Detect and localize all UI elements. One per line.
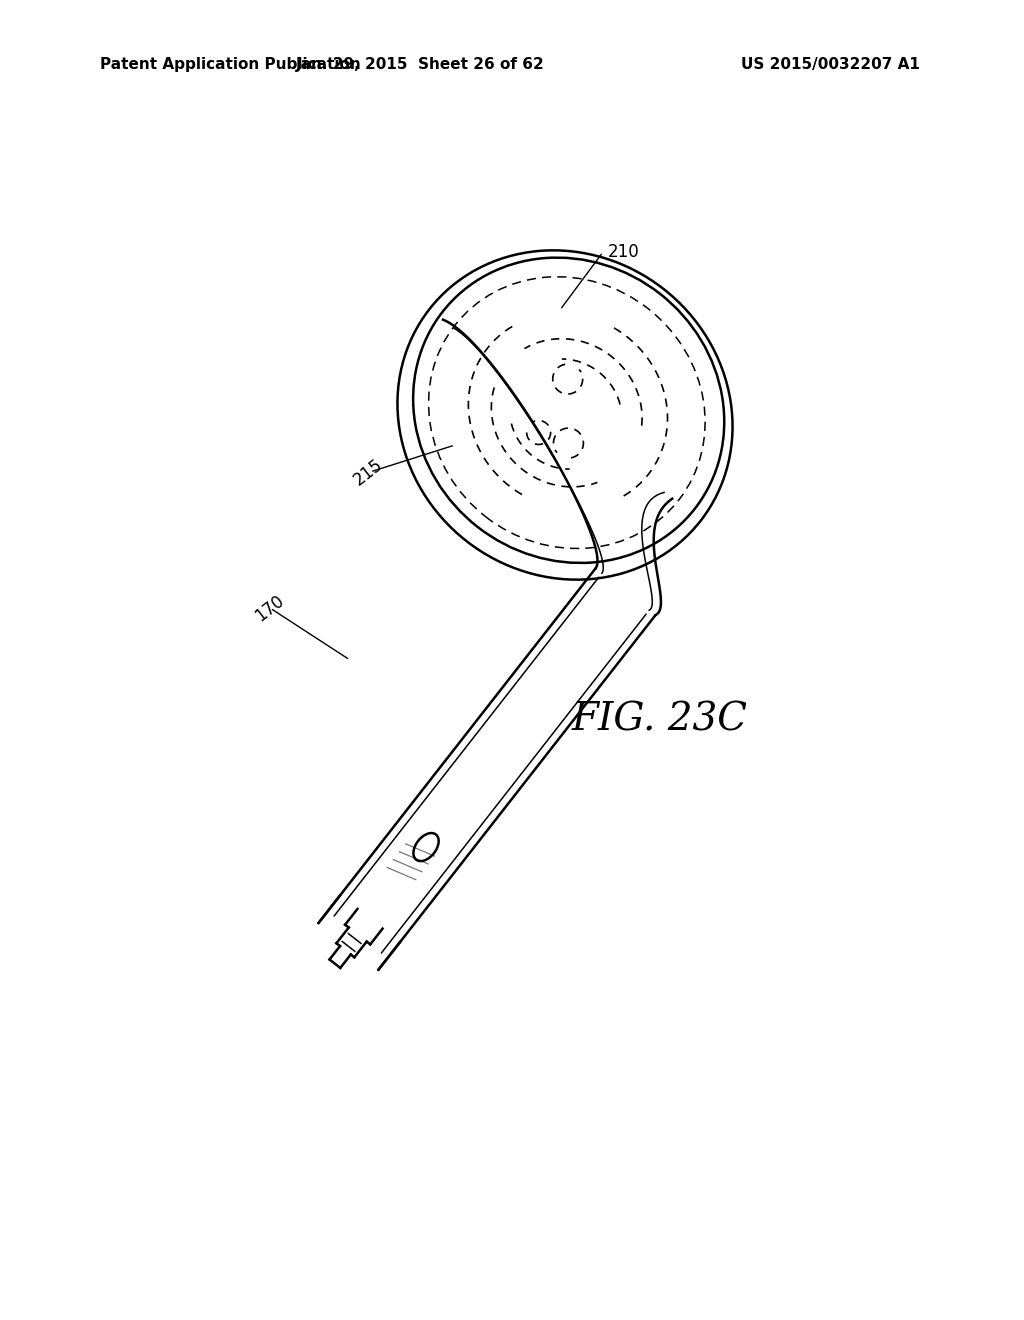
Text: US 2015/0032207 A1: US 2015/0032207 A1 xyxy=(741,58,920,73)
Text: 210: 210 xyxy=(608,243,640,261)
Text: FIG. 23C: FIG. 23C xyxy=(572,701,748,738)
Text: Jan. 29, 2015  Sheet 26 of 62: Jan. 29, 2015 Sheet 26 of 62 xyxy=(296,58,545,73)
Text: 170: 170 xyxy=(252,591,288,624)
Text: Patent Application Publication: Patent Application Publication xyxy=(100,58,360,73)
Text: 215: 215 xyxy=(350,455,386,488)
